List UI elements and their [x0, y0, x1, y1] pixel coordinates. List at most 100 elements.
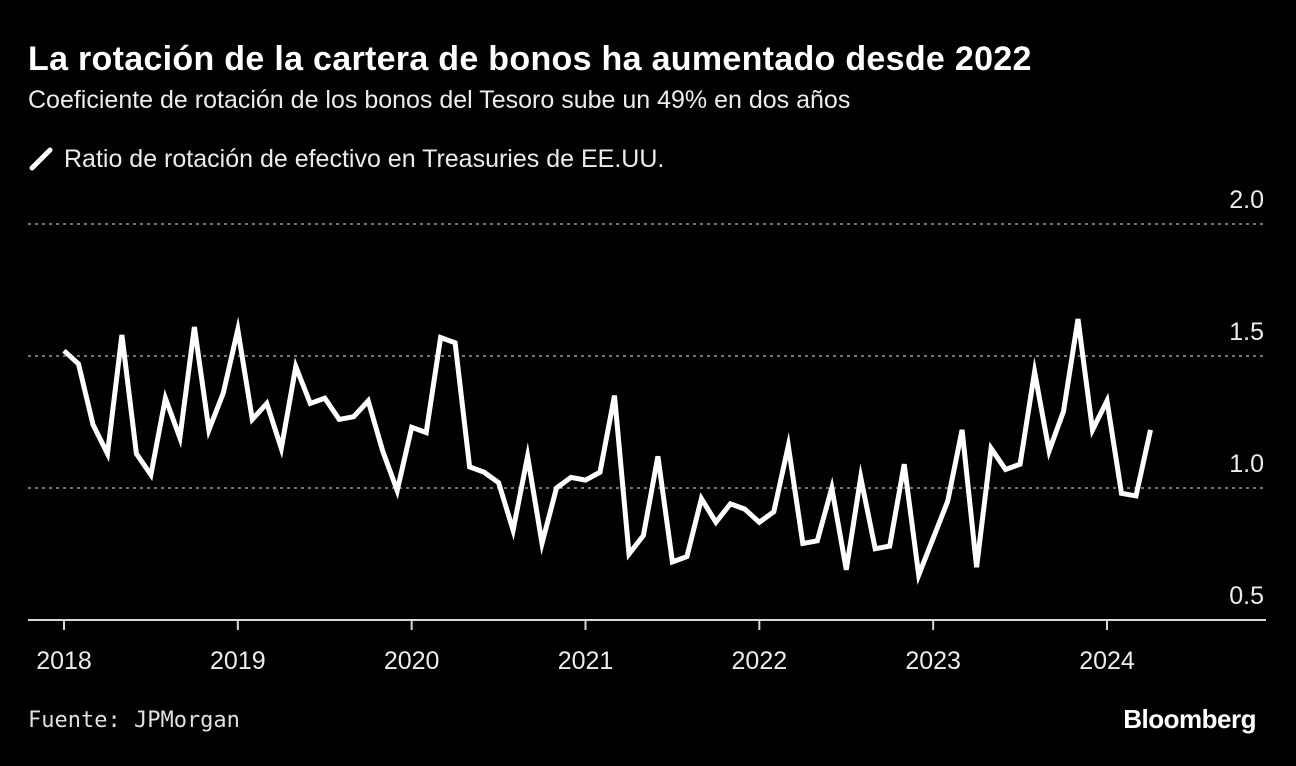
legend-line-icon — [29, 147, 53, 171]
data-point — [511, 528, 516, 533]
data-point — [264, 401, 269, 406]
data-point — [409, 425, 414, 430]
data-point — [424, 430, 429, 435]
data-point — [322, 396, 327, 401]
data-point — [76, 361, 81, 366]
data-point — [887, 544, 892, 549]
data-point — [916, 573, 921, 578]
data-point — [163, 396, 168, 401]
x-tick-label: 2019 — [210, 647, 266, 675]
source-note: Fuente: JPMorgan — [28, 708, 240, 733]
data-point — [713, 520, 718, 525]
series-line — [62, 316, 1153, 586]
data-point — [250, 417, 255, 422]
y-tick-label: 2.0 — [1229, 186, 1264, 214]
data-point — [279, 446, 284, 451]
data-point — [699, 496, 704, 501]
data-point — [482, 470, 487, 475]
data-point — [453, 340, 458, 345]
y-axis-ticks: 2.0 1.5 1.0 0.5 — [1229, 186, 1264, 610]
data-point — [684, 554, 689, 559]
data-point — [148, 472, 153, 477]
data-point — [206, 427, 211, 432]
x-axis-ticks: 2018 2019 2020 2021 2022 2023 2024 — [36, 620, 1135, 675]
data-point — [569, 475, 574, 480]
data-point — [800, 541, 805, 546]
data-point — [931, 536, 936, 541]
data-point — [829, 486, 834, 491]
data-point — [351, 414, 356, 419]
data-point — [858, 475, 863, 480]
x-tick-label: 2021 — [558, 647, 614, 675]
data-point — [91, 422, 96, 427]
data-point — [62, 348, 67, 353]
data-point — [177, 435, 182, 440]
data-point — [540, 541, 545, 546]
data-point — [989, 446, 994, 451]
data-point — [974, 565, 979, 570]
data-point — [1018, 462, 1023, 467]
data-point — [395, 488, 400, 493]
x-tick-label: 2022 — [732, 647, 788, 675]
data-point — [1061, 409, 1066, 414]
gridlines — [28, 223, 1266, 489]
x-tick-label: 2023 — [905, 647, 961, 675]
data-point — [583, 478, 588, 483]
data-point — [1148, 427, 1153, 432]
legend-label: Ratio de rotación de efectivo en Treasur… — [64, 144, 665, 173]
data-point — [1003, 467, 1008, 472]
y-tick-label: 0.5 — [1229, 582, 1264, 610]
data-point — [902, 462, 907, 467]
data-point — [655, 454, 660, 459]
chart-title: La rotación de la cartera de bonos ha au… — [28, 40, 1032, 78]
data-point — [192, 325, 197, 330]
data-point — [467, 464, 472, 469]
data-point — [815, 538, 820, 543]
data-point — [627, 552, 632, 557]
data-point — [525, 454, 530, 459]
data-point — [612, 393, 617, 398]
data-point — [337, 417, 342, 422]
data-point — [1047, 449, 1052, 454]
data-point — [119, 332, 124, 337]
x-tick-label: 2020 — [384, 647, 440, 675]
data-point — [1119, 491, 1124, 496]
series-layer — [62, 316, 1153, 586]
data-point — [873, 546, 878, 551]
data-point — [757, 520, 762, 525]
data-point — [844, 567, 849, 572]
data-point — [438, 335, 443, 340]
data-point — [1134, 493, 1139, 498]
data-point — [1090, 427, 1095, 432]
x-tick-label: 2018 — [36, 647, 92, 675]
bloomberg-logo: Bloomberg — [1123, 704, 1256, 734]
data-point — [235, 327, 240, 332]
data-point — [308, 401, 313, 406]
x-tick-label: 2024 — [1079, 647, 1135, 675]
legend: Ratio de rotación de efectivo en Treasur… — [28, 143, 664, 175]
data-point — [380, 449, 385, 454]
data-point — [771, 509, 776, 514]
data-point — [945, 499, 950, 504]
data-point — [366, 398, 371, 403]
data-point — [598, 470, 603, 475]
data-point — [554, 486, 559, 491]
data-point — [728, 501, 733, 506]
data-point — [293, 364, 298, 369]
data-point — [134, 451, 139, 456]
data-point — [1076, 317, 1081, 322]
data-point — [670, 559, 675, 564]
data-point — [221, 391, 226, 396]
data-point — [105, 451, 110, 456]
data-point — [742, 507, 747, 512]
chart-subtitle: Coeficiente de rotación de los bonos del… — [28, 86, 851, 114]
data-point — [960, 427, 965, 432]
data-point — [1105, 398, 1110, 403]
data-point — [1032, 369, 1037, 374]
data-point — [786, 443, 791, 448]
y-tick-label: 1.0 — [1229, 450, 1264, 478]
data-point — [641, 533, 646, 538]
data-point — [496, 480, 501, 485]
y-tick-label: 1.5 — [1229, 318, 1264, 346]
